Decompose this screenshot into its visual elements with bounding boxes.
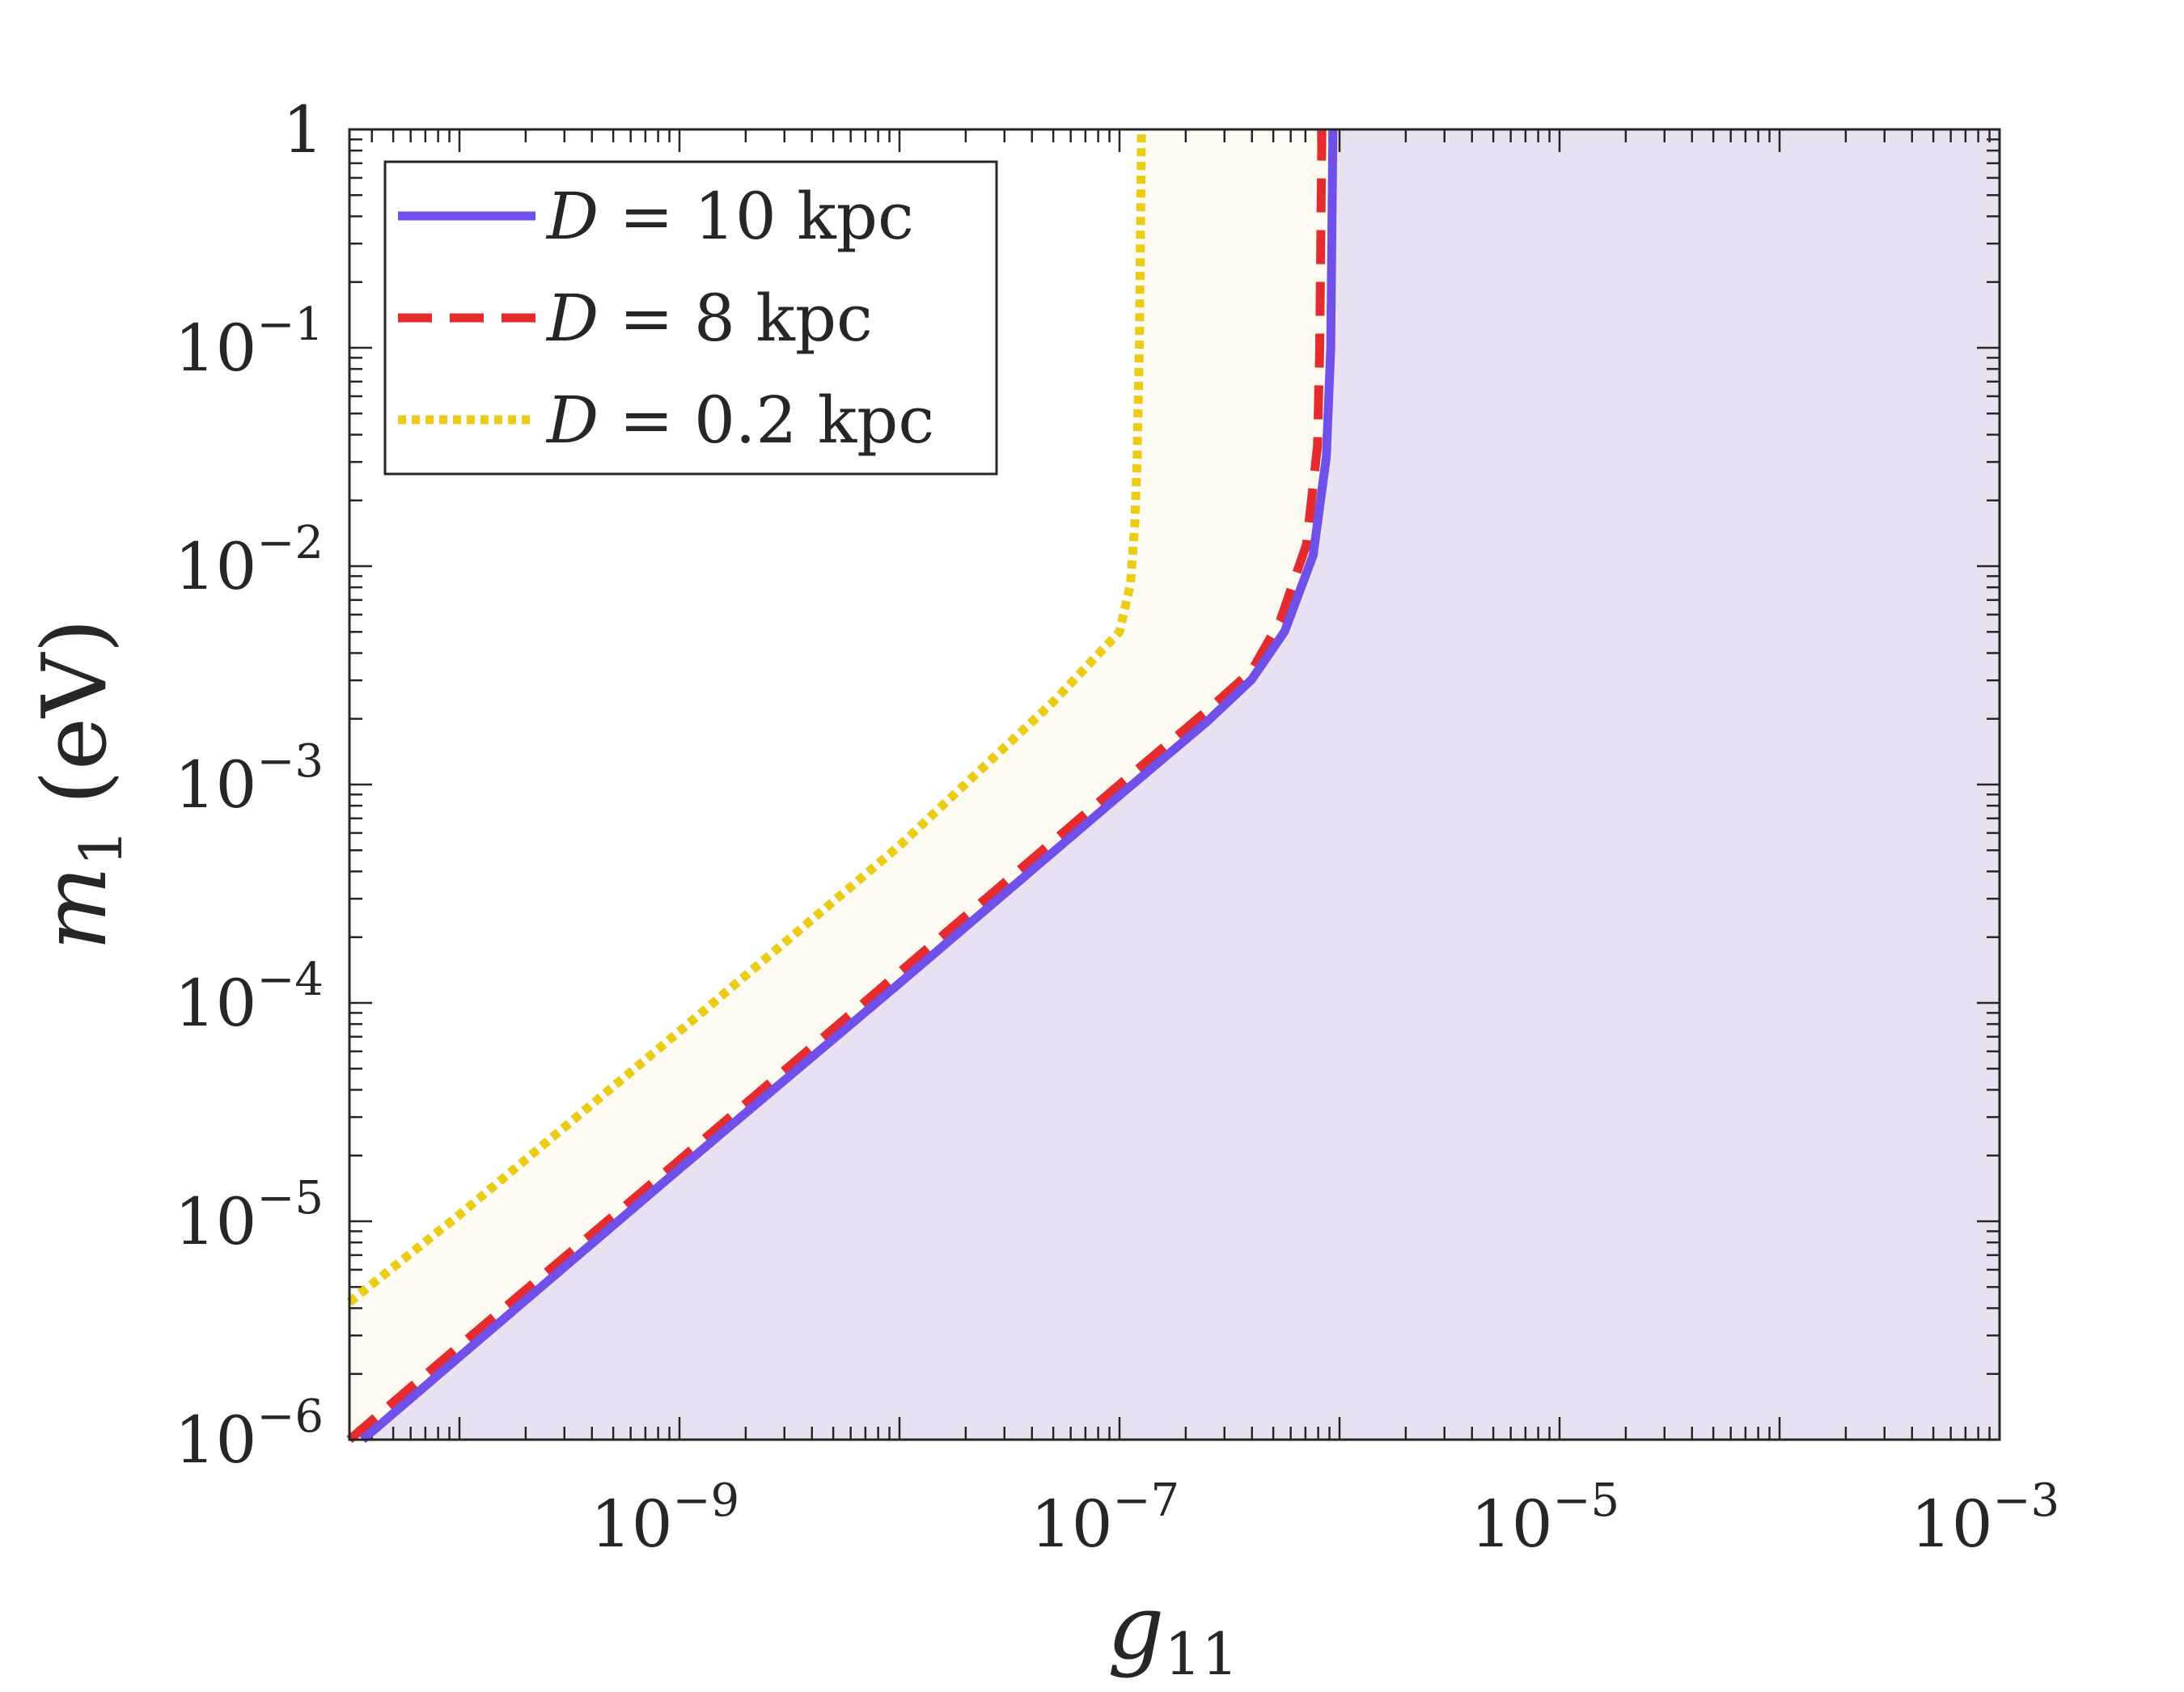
legend-text-0.2-kpc: = 0.2 kpc <box>599 383 934 458</box>
x-axis-sub: 11 <box>1164 1620 1238 1688</box>
region-fill-10-kpc <box>362 129 2000 1440</box>
axis-ticks <box>349 128 2001 1441</box>
x-tick-label: 10−3 <box>1911 1474 2059 1562</box>
x-tick-exp: −9 <box>673 1474 740 1527</box>
y-tick-label: 10−1 <box>175 298 324 386</box>
plot-frame <box>348 128 2001 1441</box>
y-tick-base: 10 <box>175 311 257 386</box>
x-tick-label: 10−9 <box>590 1474 739 1562</box>
x-tick-exp: −3 <box>1993 1474 2060 1527</box>
y-tick-exp: −2 <box>256 517 324 569</box>
x-tick-label: 10−7 <box>1031 1474 1179 1562</box>
legend: D = 10 kpc D = 8 kpc D = 0.2 kpc <box>383 160 998 476</box>
series-line-0.2-kpc <box>346 129 1146 1306</box>
y-axis-sub: 1 <box>67 829 135 866</box>
y-tick-label: 10−3 <box>175 735 324 823</box>
y-tick-labels: 10−610−510−410−310−210−11 <box>175 92 324 1478</box>
y-tick-base: 1 <box>282 92 324 167</box>
legend-var-0.2-kpc: D <box>545 383 599 458</box>
x-tick-base: 10 <box>1911 1487 1993 1562</box>
legend-label-0.2-kpc: D = 0.2 kpc <box>545 383 934 458</box>
x-tick-exp: −7 <box>1113 1474 1180 1527</box>
y-tick-base: 10 <box>175 1184 257 1259</box>
x-tick-exp: −5 <box>1553 1474 1620 1527</box>
y-tick-base: 10 <box>175 529 257 604</box>
legend-text-10-kpc: = 10 kpc <box>599 179 914 254</box>
x-axis-title: g11 <box>1107 1576 1238 1688</box>
x-tick-labels: 10−9 10−7 10−5 10−3 <box>590 1474 2059 1562</box>
x-tick-label: 10−5 <box>1471 1474 1619 1562</box>
y-tick-base: 10 <box>175 747 257 823</box>
x-tick-base: 10 <box>1031 1487 1113 1562</box>
y-axis-unit: (eV) <box>23 619 126 805</box>
y-axis-var: m <box>23 866 126 950</box>
y-tick-exp: −4 <box>256 954 324 1006</box>
x-tick-base: 10 <box>590 1487 673 1562</box>
y-axis-title: m1 (eV) <box>23 619 135 951</box>
legend-label-8-kpc: D = 8 kpc <box>545 281 873 356</box>
y-tick-exp: −1 <box>256 298 324 351</box>
x-tick-base: 10 <box>1471 1487 1553 1562</box>
legend-label-10-kpc: D = 10 kpc <box>545 179 914 254</box>
series-line-8-kpc <box>346 129 1327 1444</box>
y-tick-label: 10−2 <box>175 517 324 604</box>
y-tick-label: 10−5 <box>175 1172 324 1259</box>
y-tick-exp: −6 <box>256 1390 324 1443</box>
y-tick-exp: −5 <box>256 1172 324 1225</box>
y-tick-base: 10 <box>175 966 257 1041</box>
legend-text-8-kpc: = 8 kpc <box>599 281 873 356</box>
legend-var-10-kpc: D <box>545 179 599 254</box>
series-line-10-kpc <box>359 129 1338 1444</box>
series-lines <box>346 129 1338 1444</box>
y-tick-label: 10−4 <box>175 954 324 1041</box>
legend-var-8-kpc: D <box>545 281 599 356</box>
x-axis-var: g <box>1107 1576 1164 1679</box>
y-tick-label: 10−6 <box>175 1390 324 1478</box>
region-fills <box>349 129 2000 1440</box>
y-tick-exp: −3 <box>256 735 324 788</box>
y-tick-base: 10 <box>175 1402 257 1478</box>
y-tick-label: 1 <box>282 92 324 167</box>
